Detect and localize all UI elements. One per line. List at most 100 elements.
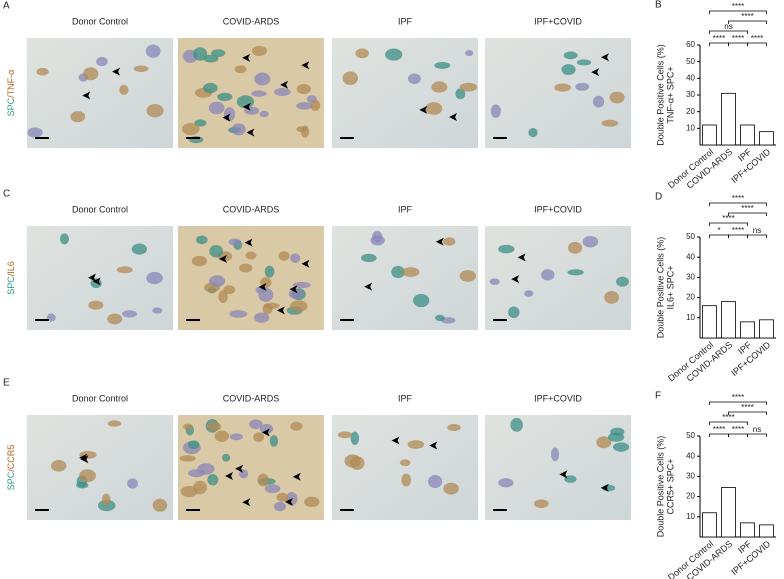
cell [79,469,96,483]
significance-label: **** [732,34,744,43]
significance-bracket [728,433,748,437]
micrograph-bg [485,226,631,330]
cell [207,474,219,486]
cell [563,51,578,60]
cell [413,293,430,308]
cell [101,493,111,506]
arrow [289,285,298,294]
significance-bracket [728,411,767,415]
cell [443,482,459,495]
cell [253,432,265,442]
significance-bracket [728,212,767,216]
arrow [435,237,444,246]
column-title: COVID-ARDS [223,204,280,214]
cell [209,275,226,287]
cell [245,251,257,260]
cell [27,127,43,138]
cell [218,290,228,304]
arrow [280,80,289,89]
panel-letter: E [3,378,10,389]
cell [133,65,149,72]
cell [296,102,314,110]
stain-target: /IL6 [6,261,16,276]
cell [447,424,461,432]
column-title: IPF+COVID [534,393,582,403]
micrograph [178,415,324,520]
arrow [284,497,293,506]
significance-label: ns [753,425,761,434]
y-tick-label: 20 [686,492,695,501]
cell [88,300,104,310]
cell [182,423,193,430]
significance-label: **** [722,214,734,223]
cell [194,119,207,127]
cell [459,82,478,92]
cell [259,110,269,118]
cell [310,99,321,112]
significance-label: **** [713,34,725,43]
cell [431,81,448,93]
significance-label: **** [722,413,734,422]
panel-letter: C [3,189,10,200]
panel-letter: B [655,0,662,11]
y-tick-label: 30 [686,472,695,481]
cell [498,478,514,488]
cell [596,436,612,449]
bar [702,124,717,146]
significance-bracket [728,234,748,238]
cell [119,84,129,96]
y-tick-label: 50 [686,232,695,241]
bar [740,522,755,538]
arrow [225,472,234,481]
cell [385,48,403,61]
y-tick-label: 50 [686,57,695,66]
cell [567,269,584,276]
y-axis-label: IL6+ SPC+ [665,265,675,309]
significance-bracket [728,20,767,24]
cell [540,269,555,281]
cell [274,501,286,512]
micrograph [27,415,173,520]
arrow [261,428,270,437]
cell [249,419,263,430]
cell [228,238,242,246]
cell [564,475,577,483]
micrograph [485,226,631,330]
arrow [591,68,600,77]
cell [407,73,421,84]
cell [251,45,267,56]
bar [740,321,755,339]
cell [276,492,289,502]
micrograph [485,415,631,520]
cell [116,266,133,274]
significance-label: **** [713,425,725,434]
y-tick-label: 40 [686,73,695,82]
cell [489,278,500,285]
cell [152,498,168,512]
significance-bracket [709,222,748,226]
cell [609,91,625,104]
y-axis-label: Double Positive Cells (%) [655,44,665,146]
cell [46,313,56,322]
cell [576,59,592,66]
cell [254,72,271,86]
cell [355,48,369,59]
cell [152,307,163,314]
cell [146,271,163,285]
cell [391,265,405,279]
cell [575,82,590,91]
significance-bracket [709,202,767,206]
cell [223,285,236,295]
cell [604,290,620,304]
cell [234,65,247,74]
arrow [364,282,373,291]
arrow [301,259,310,268]
significance-label: * [717,226,720,235]
significance-label: **** [732,194,744,203]
significance-label: **** [751,34,763,43]
cell [180,485,198,498]
cell [300,125,310,138]
arrow [235,464,244,473]
significance-bracket [728,42,748,46]
cell [528,127,538,138]
